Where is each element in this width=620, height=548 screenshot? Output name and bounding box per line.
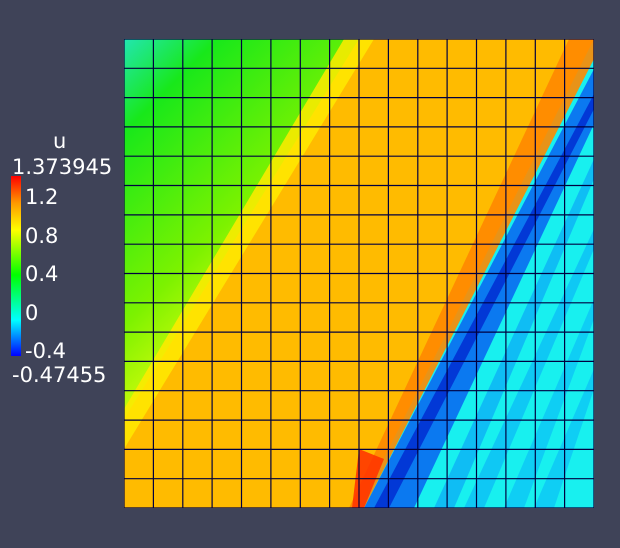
legend-title: u [53, 129, 67, 153]
legend-tick-label: 0.8 [25, 224, 59, 248]
colorbar [11, 176, 21, 356]
field-blue-ridge [364, 69, 594, 508]
legend-tick-label: -0.4 [25, 339, 66, 363]
scalar-bar-legend: u 1.373945 1.2 0.8 0.4 0 -0.4 -0.47455 [0, 0, 120, 400]
field-deep-ridge [374, 94, 594, 508]
legend-tick-label: 0.4 [25, 262, 59, 286]
mesh-grid [124, 39, 594, 508]
mesh-plot-svg [124, 39, 594, 508]
solution-field-plot[interactable] [124, 39, 594, 508]
legend-max-value: 1.373945 [12, 155, 113, 179]
legend-tick-label: 1.2 [25, 185, 59, 209]
field-oscillations [434, 159, 594, 508]
legend-min-value: -0.47455 [12, 363, 107, 387]
legend-tick-label: 0 [25, 301, 39, 325]
